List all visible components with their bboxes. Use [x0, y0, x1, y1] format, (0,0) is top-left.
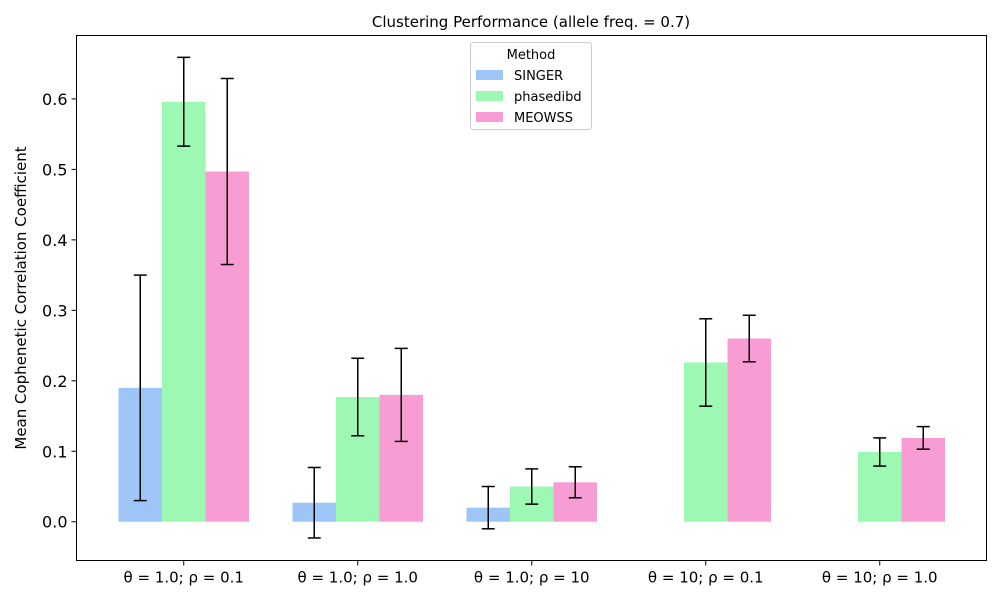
legend-swatch-meowss: [476, 112, 503, 122]
legend-label-meowss: MEOWSS: [514, 111, 573, 126]
legend-swatch-phasedibd: [476, 91, 503, 101]
x-tick-label: θ = 10; ρ = 0.1: [648, 569, 764, 587]
y-tick-label: 0.5: [42, 160, 67, 179]
legend-items: SINGER phasedibd MEOWSS: [476, 69, 582, 126]
x-axis: θ = 1.0; ρ = 0.1 θ = 1.0; ρ = 1.0 θ = 1.0;…: [124, 560, 938, 587]
chart-title: Clustering Performance (allele freq. = 0…: [372, 13, 690, 31]
legend-label-singer: SINGER: [514, 69, 563, 84]
y-tick-label: 0.3: [42, 301, 67, 320]
y-tick-label: 0.6: [42, 90, 67, 109]
y-tick-label: 0.1: [42, 442, 67, 461]
y-tick-label: 0.2: [42, 372, 67, 391]
legend-box: [470, 42, 592, 130]
x-tick-label: θ = 1.0; ρ = 0.1: [124, 569, 244, 587]
x-tick-label: θ = 1.0; ρ = 1.0: [298, 569, 418, 587]
y-axis-title: Mean Cophenetic Correlation Coefficient: [12, 146, 30, 449]
error-bars-layer: [133, 56, 930, 539]
legend-swatch-singer: [476, 70, 503, 80]
bars-layer: [118, 101, 945, 522]
y-tick-label: 0.0: [42, 513, 67, 532]
legend-label-phasedibd: phasedibd: [514, 90, 582, 105]
legend-title: Method: [507, 48, 556, 63]
bar-meowss: [901, 437, 945, 522]
x-tick-label: θ = 1.0; ρ = 10: [474, 569, 590, 587]
bar-meowss: [727, 338, 771, 522]
y-tick-label: 0.4: [42, 231, 67, 250]
bar-phasedibd: [162, 101, 206, 522]
x-tick-label: θ = 10; ρ = 1.0: [822, 569, 938, 587]
y-axis: 0.0 0.1 0.2 0.3 0.4 0.5 0.6: [42, 90, 77, 532]
legend: Method SINGER phasedibd MEOWSS: [470, 42, 592, 130]
